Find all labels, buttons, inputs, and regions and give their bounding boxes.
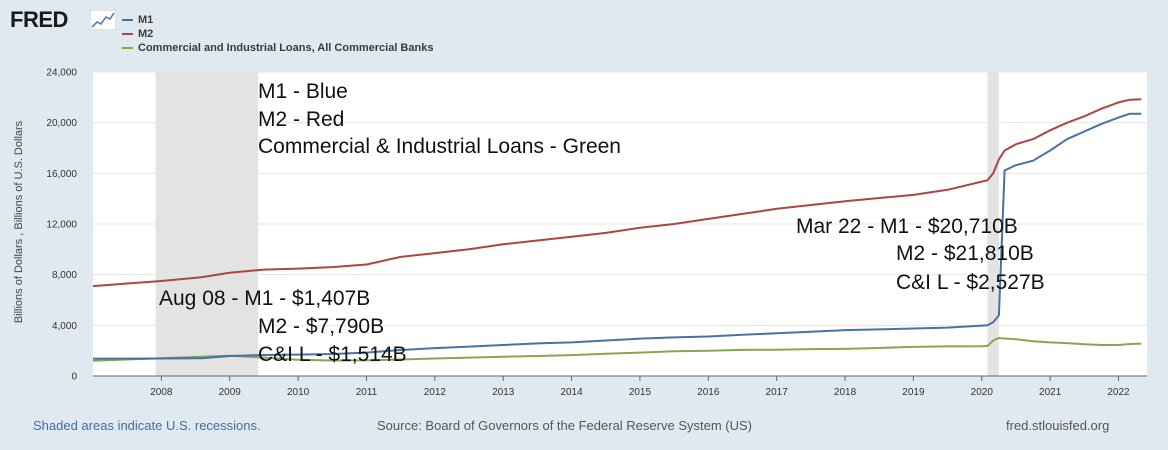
legend-entry-m1: M1 <box>122 13 433 27</box>
x-tick-label: 2011 <box>356 387 378 398</box>
y-tick-label: 24,000 <box>46 68 77 79</box>
x-tick-label: 2010 <box>287 387 310 398</box>
annotation-aug08-line-2: C&I L - $1,514B <box>258 343 407 366</box>
annotation-mar22-line-0: Mar 22 - M1 - $20,710B <box>796 215 1018 238</box>
x-tick-label: 2008 <box>150 387 173 398</box>
y-tick-label: 16,000 <box>46 169 77 180</box>
annotation-top-line-2: Commercial & Industrial Loans - Green <box>258 135 621 158</box>
annotation-top-line-0: M1 - Blue <box>258 80 348 103</box>
annotation-aug08-line-0: Aug 08 - M1 - $1,407B <box>159 287 370 310</box>
sparkline-icon <box>90 10 116 30</box>
y-tick-label: 20,000 <box>46 118 77 129</box>
axes: 0 4,000 8,000 12,000 16,000 20,000 24,000 2008 2… <box>46 68 1147 398</box>
grid-lines <box>93 71 1147 326</box>
x-tick-label: 2020 <box>971 387 994 398</box>
x-tick-label: 2012 <box>424 387 447 398</box>
y-tick-label: 8,000 <box>52 270 77 281</box>
source-note: Source: Board of Governors of the Federa… <box>377 418 752 433</box>
annotations: M1 - Blue M2 - Red Commercial & Industrial… <box>159 80 1045 366</box>
x-tick-label: 2019 <box>902 387 925 398</box>
annotation-top-line-1: M2 - Red <box>258 108 344 131</box>
legend-label-m1: M1 <box>138 14 154 26</box>
series-line-0 <box>93 112 1142 360</box>
x-tick-label: 2018 <box>834 387 857 398</box>
annotation-aug08-line-1: M2 - $7,790B <box>258 315 384 338</box>
legend-label-ci-loans: Commercial and Industrial Loans, All Com… <box>138 42 434 54</box>
y-tick-label: 12,000 <box>46 220 77 231</box>
legend-swatch-ci-loans <box>122 47 133 49</box>
legend-swatch-m2 <box>122 33 133 35</box>
legend-entry-m2: M2 <box>122 27 433 41</box>
y-tick-label: 0 <box>71 372 77 383</box>
series-line-1 <box>92 98 1142 288</box>
legend-label-m2: M2 <box>138 28 154 40</box>
site-link[interactable]: fred.stlouisfed.org <box>1006 418 1110 433</box>
annotation-mar22-line-2: C&I L - $2,527B <box>896 271 1045 294</box>
series-lines <box>92 98 1142 362</box>
legend-swatch-m1 <box>122 19 133 21</box>
annotation-mar22-line-1: M2 - $21,810B <box>896 242 1034 265</box>
recession-note[interactable]: Shaded areas indicate U.S. recessions. <box>33 418 261 433</box>
x-tick-label: 2009 <box>219 387 242 398</box>
x-tick-label: 2015 <box>629 387 652 398</box>
legend-entry-ci-loans: Commercial and Industrial Loans, All Com… <box>122 41 433 55</box>
chart-legend: M1 M2 Commercial and Industrial Loans, A… <box>122 13 433 55</box>
series-line-2 <box>92 337 1142 362</box>
x-tick-label: 2014 <box>560 387 583 398</box>
x-tick-label: 2021 <box>1039 387 1062 398</box>
y-tick-label: 4,000 <box>52 321 77 332</box>
x-tick-label: 2013 <box>492 387 515 398</box>
x-tick-label: 2016 <box>697 387 720 398</box>
x-tick-label: 2022 <box>1107 387 1130 398</box>
x-tick-label: 2017 <box>766 387 789 398</box>
fred-logo[interactable]: FRED <box>10 7 68 32</box>
